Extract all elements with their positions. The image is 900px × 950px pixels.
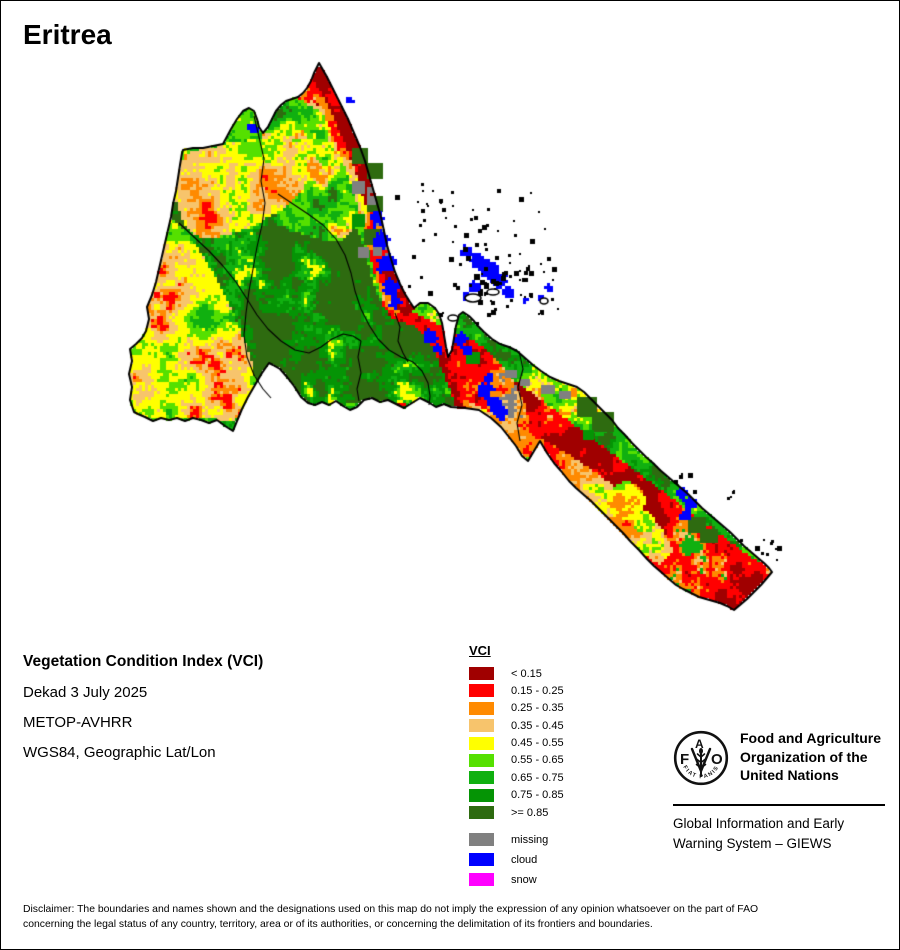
- legend-label: 0.65 - 0.75: [511, 771, 564, 784]
- legend-label: >= 0.85: [511, 806, 549, 819]
- page-title: Eritrea: [23, 19, 112, 50]
- disclaimer-line: concerning the legal status of any count…: [23, 918, 653, 930]
- legend-item: 0.75 - 0.85: [469, 788, 564, 802]
- legend-swatch-cloud: [469, 853, 494, 867]
- fao-org-name: Food and Agriculture Organization of the…: [740, 729, 881, 792]
- legend-swatch-vci2: [469, 684, 494, 698]
- legend-item: 0.35 - 0.45: [469, 719, 564, 733]
- legend-extra-rows: missing cloud snow: [469, 833, 564, 887]
- footer-divider: [673, 804, 885, 806]
- legend-swatch-vci1: [469, 667, 494, 680]
- fao-org-line: Food and Agriculture: [740, 730, 882, 746]
- legend-swatch-vci5: [469, 736, 494, 750]
- map-info-projection: WGS84, Geographic Lat/Lon: [23, 744, 216, 761]
- giews-name: Global Information and Early Warning Sys…: [673, 814, 888, 853]
- legend-swatch-vci4: [469, 719, 494, 733]
- legend-label: 0.45 - 0.55: [511, 737, 564, 750]
- legend-swatch-vci3: [469, 701, 494, 715]
- legend-item: >= 0.85: [469, 806, 564, 820]
- svg-text:F: F: [680, 751, 689, 768]
- legend-item: 0.65 - 0.75: [469, 771, 564, 785]
- fao-footer: F A O FIAT PANIS Food and Agriculture Or…: [673, 729, 888, 853]
- map-info-dekad: Dekad 3 July 2025: [23, 684, 148, 701]
- vci-legend: VCI < 0.15 0.15 - 0.25 0.25 - 0.35 0.35 - 0…: [469, 643, 564, 893]
- legend-swatch-missing: [469, 833, 494, 847]
- legend-label: 0.25 - 0.35: [511, 702, 564, 715]
- legend-label: 0.15 - 0.25: [511, 684, 564, 697]
- legend-swatch-vci9: [469, 806, 494, 820]
- svg-text:O: O: [711, 751, 723, 768]
- disclaimer-line: Disclaimer: The boundaries and names sho…: [23, 904, 759, 915]
- legend-label: 0.75 - 0.85: [511, 789, 564, 802]
- legend-item: 0.25 - 0.35: [469, 701, 564, 715]
- legend-item: 0.55 - 0.65: [469, 753, 564, 767]
- fao-org-line: United Nations: [740, 767, 839, 783]
- legend-label: 0.35 - 0.45: [511, 719, 564, 732]
- legend-title: VCI: [469, 643, 491, 658]
- legend-label: 0.55 - 0.65: [511, 754, 564, 767]
- legend-label: missing: [511, 833, 549, 846]
- disclaimer-text: Disclaimer: The boundaries and names sho…: [23, 903, 885, 933]
- map-info-index-name: Vegetation Condition Index (VCI): [23, 653, 264, 670]
- fao-org-line: Organization of the: [740, 748, 868, 765]
- legend-swatch-vci8: [469, 788, 494, 802]
- legend-item: missing: [469, 833, 564, 847]
- legend-label: cloud: [511, 853, 538, 866]
- fao-logo-icon: F A O FIAT PANIS: [673, 729, 729, 792]
- legend-item: 0.15 - 0.25: [469, 684, 564, 698]
- legend-swatch-vci6: [469, 753, 494, 767]
- svg-text:A: A: [695, 737, 704, 751]
- legend-item: cloud: [469, 853, 564, 867]
- giews-line: Global Information and Early: [673, 816, 845, 831]
- legend-item: 0.45 - 0.55: [469, 736, 564, 750]
- legend-swatch-vci7: [469, 771, 494, 785]
- map-info-sensor: METOP-AVHRR: [23, 714, 133, 731]
- legend-swatch-snow: [469, 873, 494, 887]
- legend-label: < 0.15: [511, 667, 542, 680]
- map-info-block: Vegetation Condition Index (VCI) Dekad 3…: [23, 653, 263, 774]
- legend-rows: < 0.15 0.15 - 0.25 0.25 - 0.35 0.35 - 0.45 0…: [469, 667, 564, 820]
- legend-item: < 0.15: [469, 667, 564, 680]
- giews-line: Warning System – GIEWS: [673, 835, 832, 851]
- legend-label: snow: [511, 873, 537, 886]
- legend-item: snow: [469, 873, 564, 887]
